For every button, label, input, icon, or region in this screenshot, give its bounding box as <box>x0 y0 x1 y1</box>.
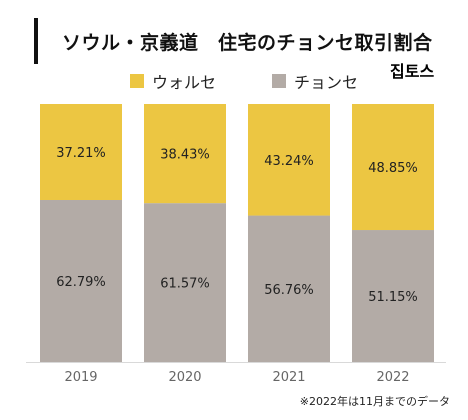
title-accent-bar <box>34 18 38 64</box>
bar-wolse-2020 <box>144 104 226 204</box>
footnote: ※2022年は11月までのデータ <box>299 395 450 408</box>
legend-swatch-wolse <box>130 74 144 88</box>
x-tick-label-2020: 2020 <box>168 370 201 385</box>
data-label-wolse-2021: 43.24% <box>264 154 314 169</box>
x-tick-label-2019: 2019 <box>64 370 97 385</box>
bar-jeonse-2022 <box>352 230 434 362</box>
x-tick-label-2021: 2021 <box>272 370 305 385</box>
bar-jeonse-2020 <box>144 203 226 362</box>
data-label-wolse-2022: 48.85% <box>368 161 418 176</box>
data-label-wolse-2020: 38.43% <box>160 148 210 163</box>
data-label-jeonse-2021: 56.76% <box>264 283 314 298</box>
legend-label-jeonse: チョンセ <box>294 73 359 92</box>
chart-legend: ウォルセ チョンセ <box>0 70 468 92</box>
legend-item-wolse: ウォルセ <box>130 70 216 92</box>
legend-swatch-jeonse <box>272 74 286 88</box>
chart-title: ソウル・京義道 住宅のチョンセ取引割合 <box>62 32 433 54</box>
data-label-jeonse-2022: 51.15% <box>368 290 418 305</box>
x-tick-label-2022: 2022 <box>376 370 409 385</box>
bar-wolse-2019 <box>40 104 122 201</box>
legend-item-jeonse: チョンセ <box>272 70 358 92</box>
data-label-jeonse-2019: 62.79% <box>56 275 106 290</box>
data-label-wolse-2019: 37.21% <box>56 146 106 161</box>
bar-wolse-2022 <box>352 104 434 231</box>
brand-logo: 집토스 <box>390 62 435 81</box>
bar-wolse-2021 <box>248 104 330 216</box>
legend-label-wolse: ウォルセ <box>152 73 217 92</box>
bar-jeonse-2021 <box>248 215 330 362</box>
bar-jeonse-2019 <box>40 200 122 362</box>
data-label-jeonse-2020: 61.57% <box>160 277 210 292</box>
